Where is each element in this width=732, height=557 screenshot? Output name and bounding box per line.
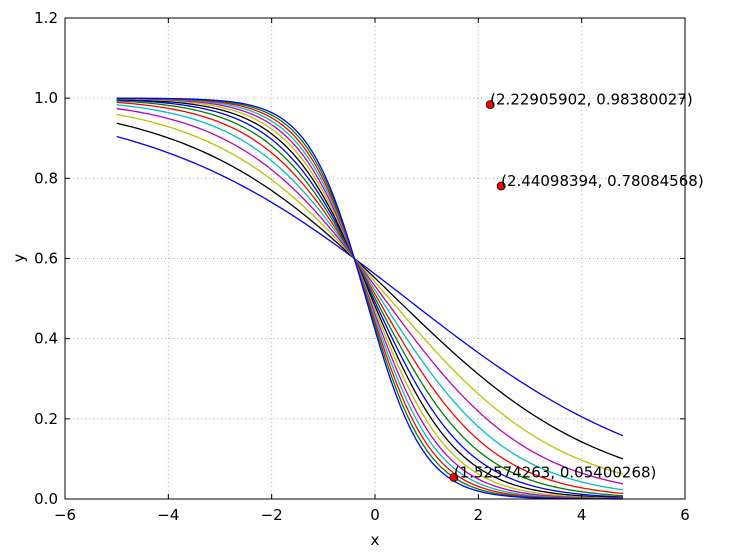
x-tick-label: 4 [577, 506, 587, 524]
x-tick-label: 6 [680, 506, 690, 524]
annotation-point-2 [496, 181, 506, 191]
y-tick-label: 0.2 [34, 410, 58, 428]
y-tick-label: 0.0 [34, 490, 58, 508]
y-tick-label: 1.0 [34, 89, 58, 107]
series-line-4 [116, 107, 624, 485]
annotation-label-2: (2.44098394, 0.78084568) [501, 172, 704, 190]
y-tick-label: 1.2 [34, 9, 58, 27]
ticks: −6 −4 −2 0 2 4 6 0.0 0.2 0.4 0.6 0.8 1.0 1.2 [34, 9, 690, 524]
curves [116, 97, 624, 500]
y-tick-label: 0.4 [34, 330, 58, 348]
series-line-7 [116, 100, 624, 497]
y-axis-label: y [10, 253, 28, 262]
x-tick-label: 0 [370, 506, 380, 524]
x-axis-label: x [371, 531, 380, 549]
series-line-15 [116, 97, 624, 500]
y-tick-label: 0.6 [34, 250, 58, 268]
x-tick-label: −2 [261, 506, 283, 524]
annotation-label-1: (2.22905902, 0.98380027) [490, 91, 693, 109]
series-line-8 [116, 99, 624, 498]
series-line-1 [116, 135, 624, 437]
annotation-point-3 [449, 472, 459, 482]
annotations: (2.22905902, 0.98380027) (2.44098394, 0.7… [449, 91, 704, 482]
series-line-6 [116, 101, 624, 495]
series-line-3 [116, 113, 624, 475]
series-line-10 [116, 98, 624, 499]
x-tick-label: −6 [54, 506, 76, 524]
series-line-2 [116, 122, 624, 460]
x-tick-label: −4 [157, 506, 179, 524]
series-line-5 [116, 104, 624, 491]
x-tick-label: 2 [474, 506, 484, 524]
series-line-9 [116, 98, 624, 499]
annotation-label-3: (1.52574263, 0.05400268) [454, 463, 657, 481]
series-line-12 [116, 97, 624, 500]
y-tick-label: 0.8 [34, 169, 58, 187]
series-line-11 [116, 97, 624, 500]
annotation-point-1 [485, 100, 495, 110]
